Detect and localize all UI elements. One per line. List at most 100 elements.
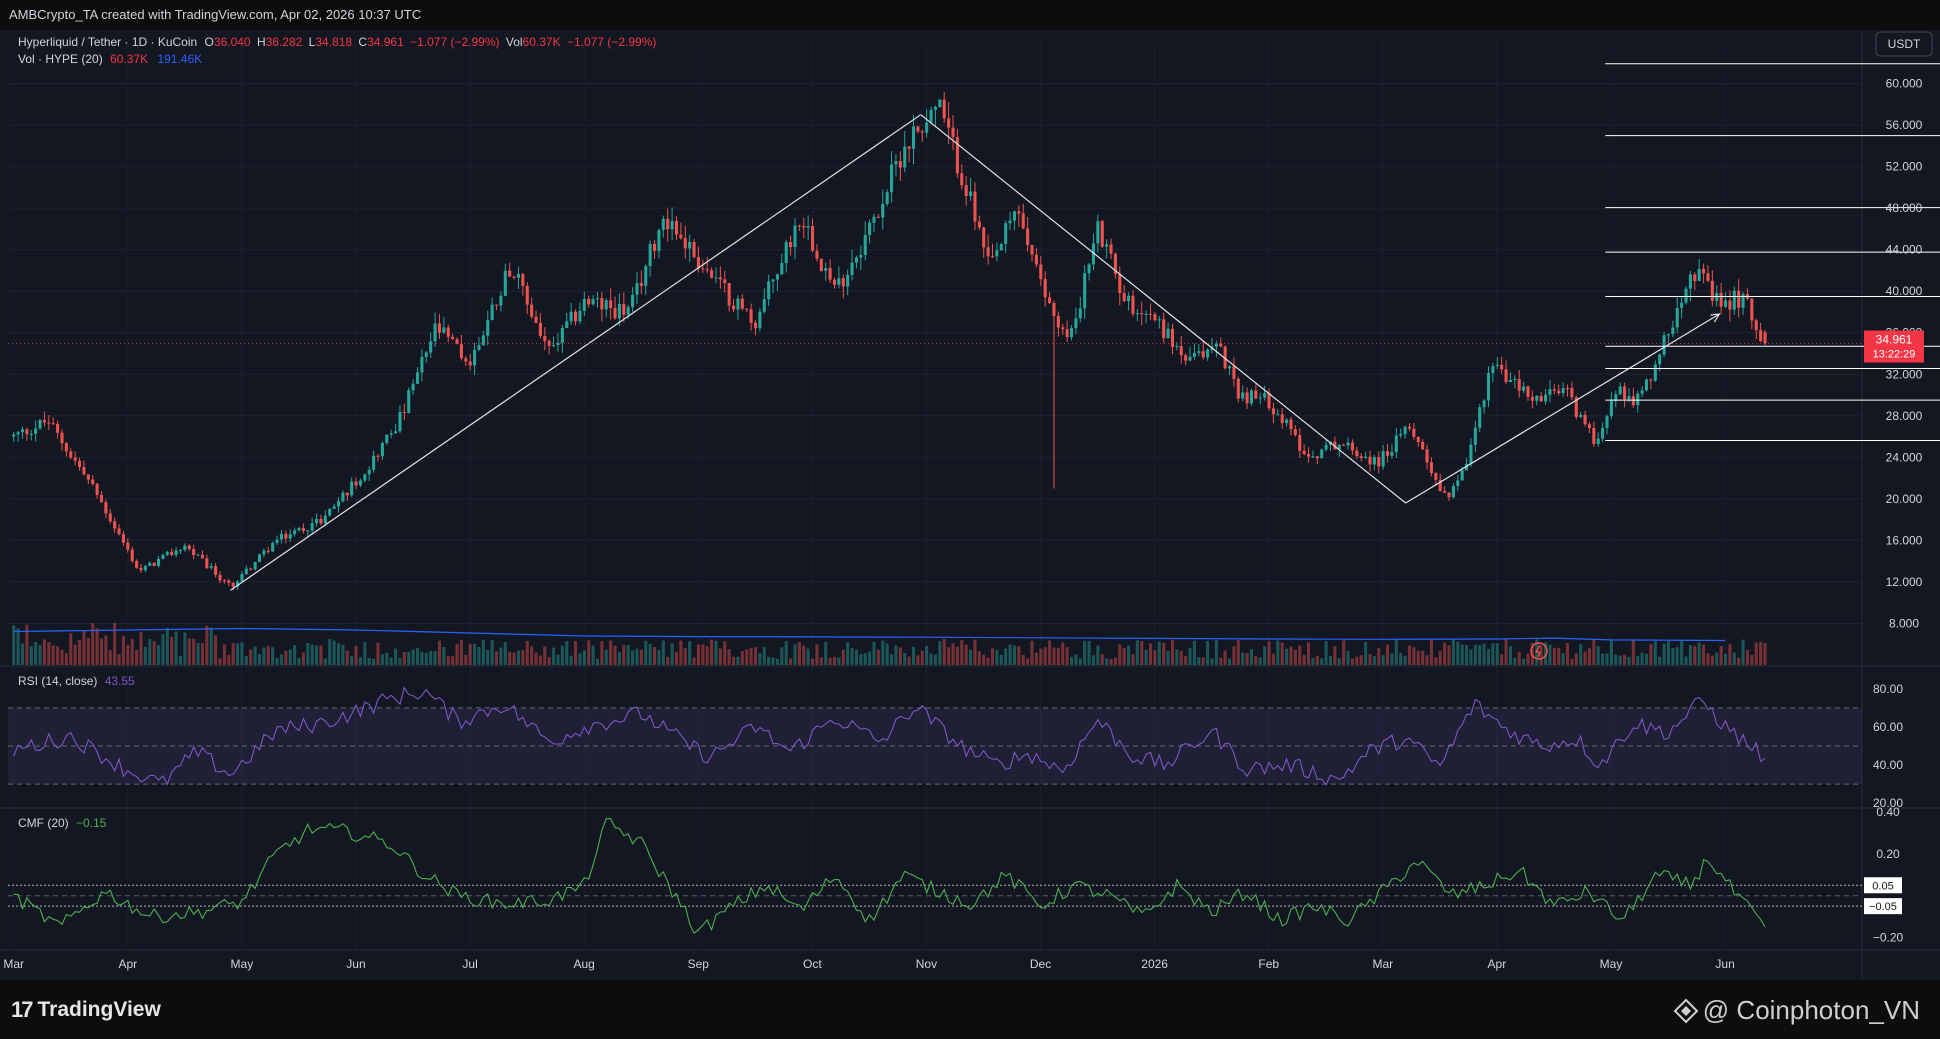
candle-body	[323, 515, 327, 524]
candle-body	[1671, 327, 1675, 335]
trendline-2[interactable]	[920, 114, 1407, 504]
volume-bar	[200, 643, 204, 665]
candle-body	[249, 568, 253, 570]
candle-body	[271, 542, 275, 552]
candle-body	[1539, 395, 1543, 402]
candle-body	[148, 562, 152, 566]
candle-body	[701, 268, 705, 270]
volume-bar	[1723, 653, 1728, 665]
volume-bar	[148, 639, 152, 665]
candle-body	[135, 560, 139, 568]
candle-body	[1276, 414, 1280, 416]
volume-bar	[165, 627, 169, 665]
candle-body	[218, 574, 222, 581]
volume-bar	[1644, 654, 1649, 665]
volume-bar	[881, 640, 885, 665]
symbol-title[interactable]: Hyperliquid / Tether · 1D · KuCoin	[18, 35, 198, 49]
volume-bar	[1113, 657, 1117, 665]
volume-bar	[565, 641, 569, 665]
volume-bar	[1328, 656, 1333, 665]
volume-bar	[635, 648, 639, 665]
volume-bar	[1649, 643, 1653, 665]
rsi-label[interactable]: RSI (14, close)	[18, 674, 98, 688]
volume-bar	[854, 649, 858, 665]
candle-body	[1680, 302, 1684, 308]
volume-bar	[60, 649, 64, 665]
alert-icon[interactable]	[1530, 642, 1548, 660]
candle-body	[1750, 298, 1754, 321]
candle-body	[1456, 480, 1460, 487]
rsi-axis-label: 40.00	[1873, 758, 1903, 772]
volume-bar	[753, 647, 758, 665]
candle-body	[73, 457, 77, 461]
volume-bar	[1710, 655, 1714, 665]
volume-bar	[815, 644, 819, 665]
candle-body	[1140, 313, 1144, 315]
volume-bar	[1451, 639, 1455, 665]
volume-bar	[512, 652, 516, 665]
volume-bar	[1359, 655, 1363, 665]
volume-bar	[78, 639, 82, 665]
candle-body	[942, 99, 946, 119]
volume-bar	[850, 648, 854, 665]
candle-body	[1631, 396, 1635, 406]
candle-body	[1565, 387, 1570, 389]
volume-bar	[1596, 645, 1600, 665]
candle-body	[1074, 318, 1078, 329]
candle-body	[1263, 393, 1267, 398]
candle-body	[1083, 273, 1087, 309]
last-price-tag[interactable]	[1864, 330, 1924, 363]
candle-body	[1285, 419, 1289, 424]
volume-bar	[1267, 641, 1271, 665]
currency-button[interactable]	[1875, 31, 1933, 57]
candle-body	[143, 565, 147, 571]
candle-body	[1012, 211, 1016, 221]
candle-body	[1372, 457, 1376, 465]
volume-bar	[336, 643, 341, 665]
cmf-label[interactable]: CMF (20)	[18, 816, 69, 830]
volume-bar	[1214, 640, 1218, 665]
candle-body	[1658, 354, 1662, 365]
candle-body	[1763, 332, 1767, 344]
volume-bar	[1298, 645, 1302, 665]
chart-area[interactable]: −100.00% (61.908)−61.80% (54.978)−23.60%…	[0, 30, 1940, 980]
volume-bar	[1548, 644, 1552, 665]
volume-bar	[1544, 642, 1548, 665]
volume-indicator-label[interactable]: Vol · HYPE (20)	[18, 52, 103, 66]
volume-bar	[1179, 650, 1183, 665]
candle-body	[1719, 292, 1723, 307]
trendline-1[interactable]	[230, 114, 922, 591]
volume-bar	[661, 640, 665, 665]
candle-body	[481, 335, 485, 346]
volume-bar	[69, 633, 73, 665]
candle-body	[648, 243, 652, 267]
candle-body	[1416, 436, 1420, 443]
candle-body	[1096, 221, 1100, 244]
volume-bar	[222, 644, 226, 665]
candle-body	[1315, 456, 1319, 459]
candle-body	[253, 561, 257, 570]
candle-body	[69, 451, 73, 458]
volume-bar	[916, 655, 920, 665]
time-axis-label: Mar	[1372, 957, 1393, 971]
candle-body	[1100, 221, 1104, 247]
volume-bar	[600, 641, 604, 665]
candle-body	[301, 528, 305, 532]
vol-value: 60.37K	[522, 35, 561, 49]
candle-body	[1078, 308, 1082, 319]
cmf-axis-label: 0.20	[1876, 847, 1900, 861]
volume-bar	[196, 642, 200, 665]
candle-body	[363, 474, 367, 481]
candle-body	[666, 218, 670, 230]
trendline-3[interactable]	[1405, 313, 1720, 504]
volume-bar	[56, 646, 60, 665]
volume-bar	[516, 650, 521, 665]
volume-bar	[38, 645, 42, 665]
candle-body	[34, 428, 38, 434]
price-axis-label: 28.000	[1886, 409, 1923, 423]
candle-body	[1434, 473, 1438, 480]
tradingview-brand[interactable]: 17 TradingView	[11, 997, 161, 1023]
volume-bar	[1447, 645, 1451, 665]
candle-body	[973, 191, 977, 222]
volume-bar	[933, 654, 937, 665]
